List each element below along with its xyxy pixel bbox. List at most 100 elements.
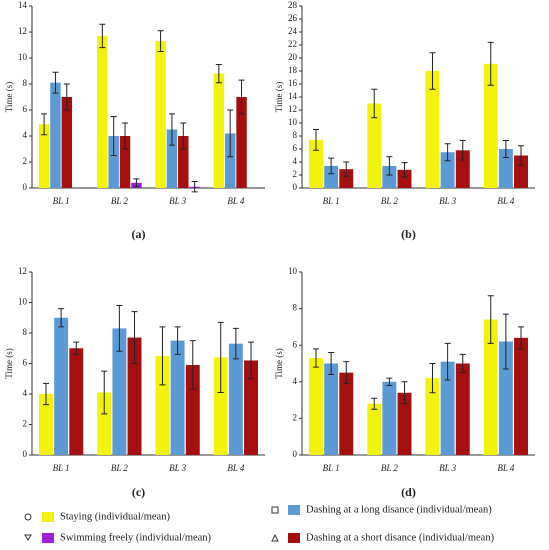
- error-bar: [168, 113, 175, 146]
- panel-label: (b): [401, 227, 416, 241]
- y-tick-label: 26: [288, 13, 298, 23]
- error-bar: [312, 129, 319, 151]
- legend-label: Dashing at a long disance (individual/me…: [306, 504, 492, 515]
- panel-label: (d): [401, 485, 416, 499]
- y-tick-label: 8: [293, 130, 298, 140]
- y-tick-label: 12: [288, 104, 297, 114]
- y-tick-label: 8: [293, 303, 298, 313]
- error-bar: [328, 352, 335, 375]
- y-tick-label: 28: [288, 0, 298, 10]
- x-tick-label: BL 1: [53, 463, 70, 473]
- legend-swatch: [288, 533, 300, 543]
- error-bar: [42, 382, 49, 406]
- y-tick-label: 4: [23, 130, 28, 140]
- error-bar: [312, 348, 319, 368]
- legend-symbol: [24, 513, 32, 521]
- bar: [97, 392, 112, 455]
- bar: [119, 136, 131, 188]
- y-tick-label: 0: [293, 449, 298, 459]
- y-tick-label: 4: [293, 156, 298, 166]
- legend-symbol: [271, 533, 279, 542]
- error-bar: [232, 327, 239, 360]
- bar: [440, 361, 455, 455]
- y-tick-label: 20: [288, 52, 298, 62]
- y-tick-label: 10: [288, 117, 298, 127]
- error-bar: [133, 178, 140, 188]
- x-tick-label: BL 3: [439, 196, 457, 206]
- y-tick-label: 4: [23, 388, 28, 398]
- y-tick-label: 12: [18, 266, 27, 276]
- error-bar: [116, 305, 123, 352]
- error-bar: [459, 353, 466, 374]
- y-tick-label: 2: [23, 156, 28, 166]
- x-tick-label: BL 4: [497, 463, 515, 473]
- error-bar: [386, 377, 393, 386]
- y-tick-label: 0: [293, 182, 298, 192]
- y-tick-label: 6: [293, 339, 298, 349]
- x-tick-label: BL 2: [381, 196, 399, 206]
- bar: [112, 328, 127, 455]
- error-bar: [189, 340, 196, 390]
- error-bar: [386, 156, 393, 176]
- error-bar: [248, 341, 255, 380]
- bar: [244, 360, 258, 455]
- y-tick-label: 10: [288, 266, 298, 276]
- y-tick-label: 24: [288, 26, 298, 36]
- bar: [382, 381, 397, 455]
- error-bar: [99, 23, 106, 49]
- error-bar: [101, 370, 108, 415]
- x-tick-label: BL 1: [53, 196, 70, 206]
- bar: [367, 103, 382, 188]
- bar: [178, 136, 189, 188]
- bar: [108, 136, 119, 188]
- y-tick-label: 2: [293, 169, 298, 179]
- panel-label: (a): [132, 227, 146, 241]
- error-bar: [518, 326, 525, 350]
- bar: [155, 41, 166, 188]
- y-tick-label: 22: [288, 39, 297, 49]
- bar: [155, 355, 170, 455]
- bar: [514, 337, 528, 455]
- bar: [367, 403, 382, 455]
- error-bar: [459, 140, 466, 161]
- bar: [483, 319, 498, 455]
- x-tick-label: BL 4: [227, 196, 245, 206]
- error-bar: [518, 145, 525, 166]
- bar: [425, 378, 440, 455]
- bar: [339, 169, 354, 188]
- bar: [397, 392, 412, 455]
- x-tick-label: BL 4: [497, 196, 515, 206]
- legend-symbol: [24, 534, 32, 541]
- error-bar: [122, 122, 129, 150]
- bar: [309, 358, 323, 455]
- bar: [324, 165, 339, 188]
- error-bar: [41, 113, 48, 136]
- bar: [498, 149, 513, 188]
- x-tick-label: BL 3: [439, 463, 457, 473]
- y-tick-label: 4: [293, 376, 298, 386]
- bar: [69, 348, 84, 455]
- y-axis-label: Time (s): [274, 348, 284, 378]
- y-axis-label: Time (s): [274, 82, 284, 112]
- legend-label: Staying (individual/mean): [60, 511, 170, 522]
- error-bar: [191, 181, 198, 193]
- error-bar: [159, 326, 166, 386]
- bar: [382, 165, 397, 188]
- y-tick-label: 10: [18, 52, 28, 62]
- y-axis-label: Time (s): [4, 348, 14, 378]
- y-tick-label: 2: [23, 419, 28, 429]
- error-bar: [73, 341, 80, 355]
- bar: [170, 340, 185, 455]
- error-bar: [217, 321, 224, 393]
- legend-symbol: [271, 506, 279, 514]
- y-tick-label: 6: [23, 104, 28, 114]
- y-tick-label: 0: [23, 182, 28, 192]
- error-bar: [174, 326, 181, 355]
- error-bar: [110, 116, 117, 156]
- legend-swatch: [42, 512, 54, 522]
- bar: [397, 169, 412, 188]
- x-tick-label: BL 3: [169, 196, 187, 206]
- bar: [498, 341, 513, 455]
- error-bar: [131, 311, 138, 364]
